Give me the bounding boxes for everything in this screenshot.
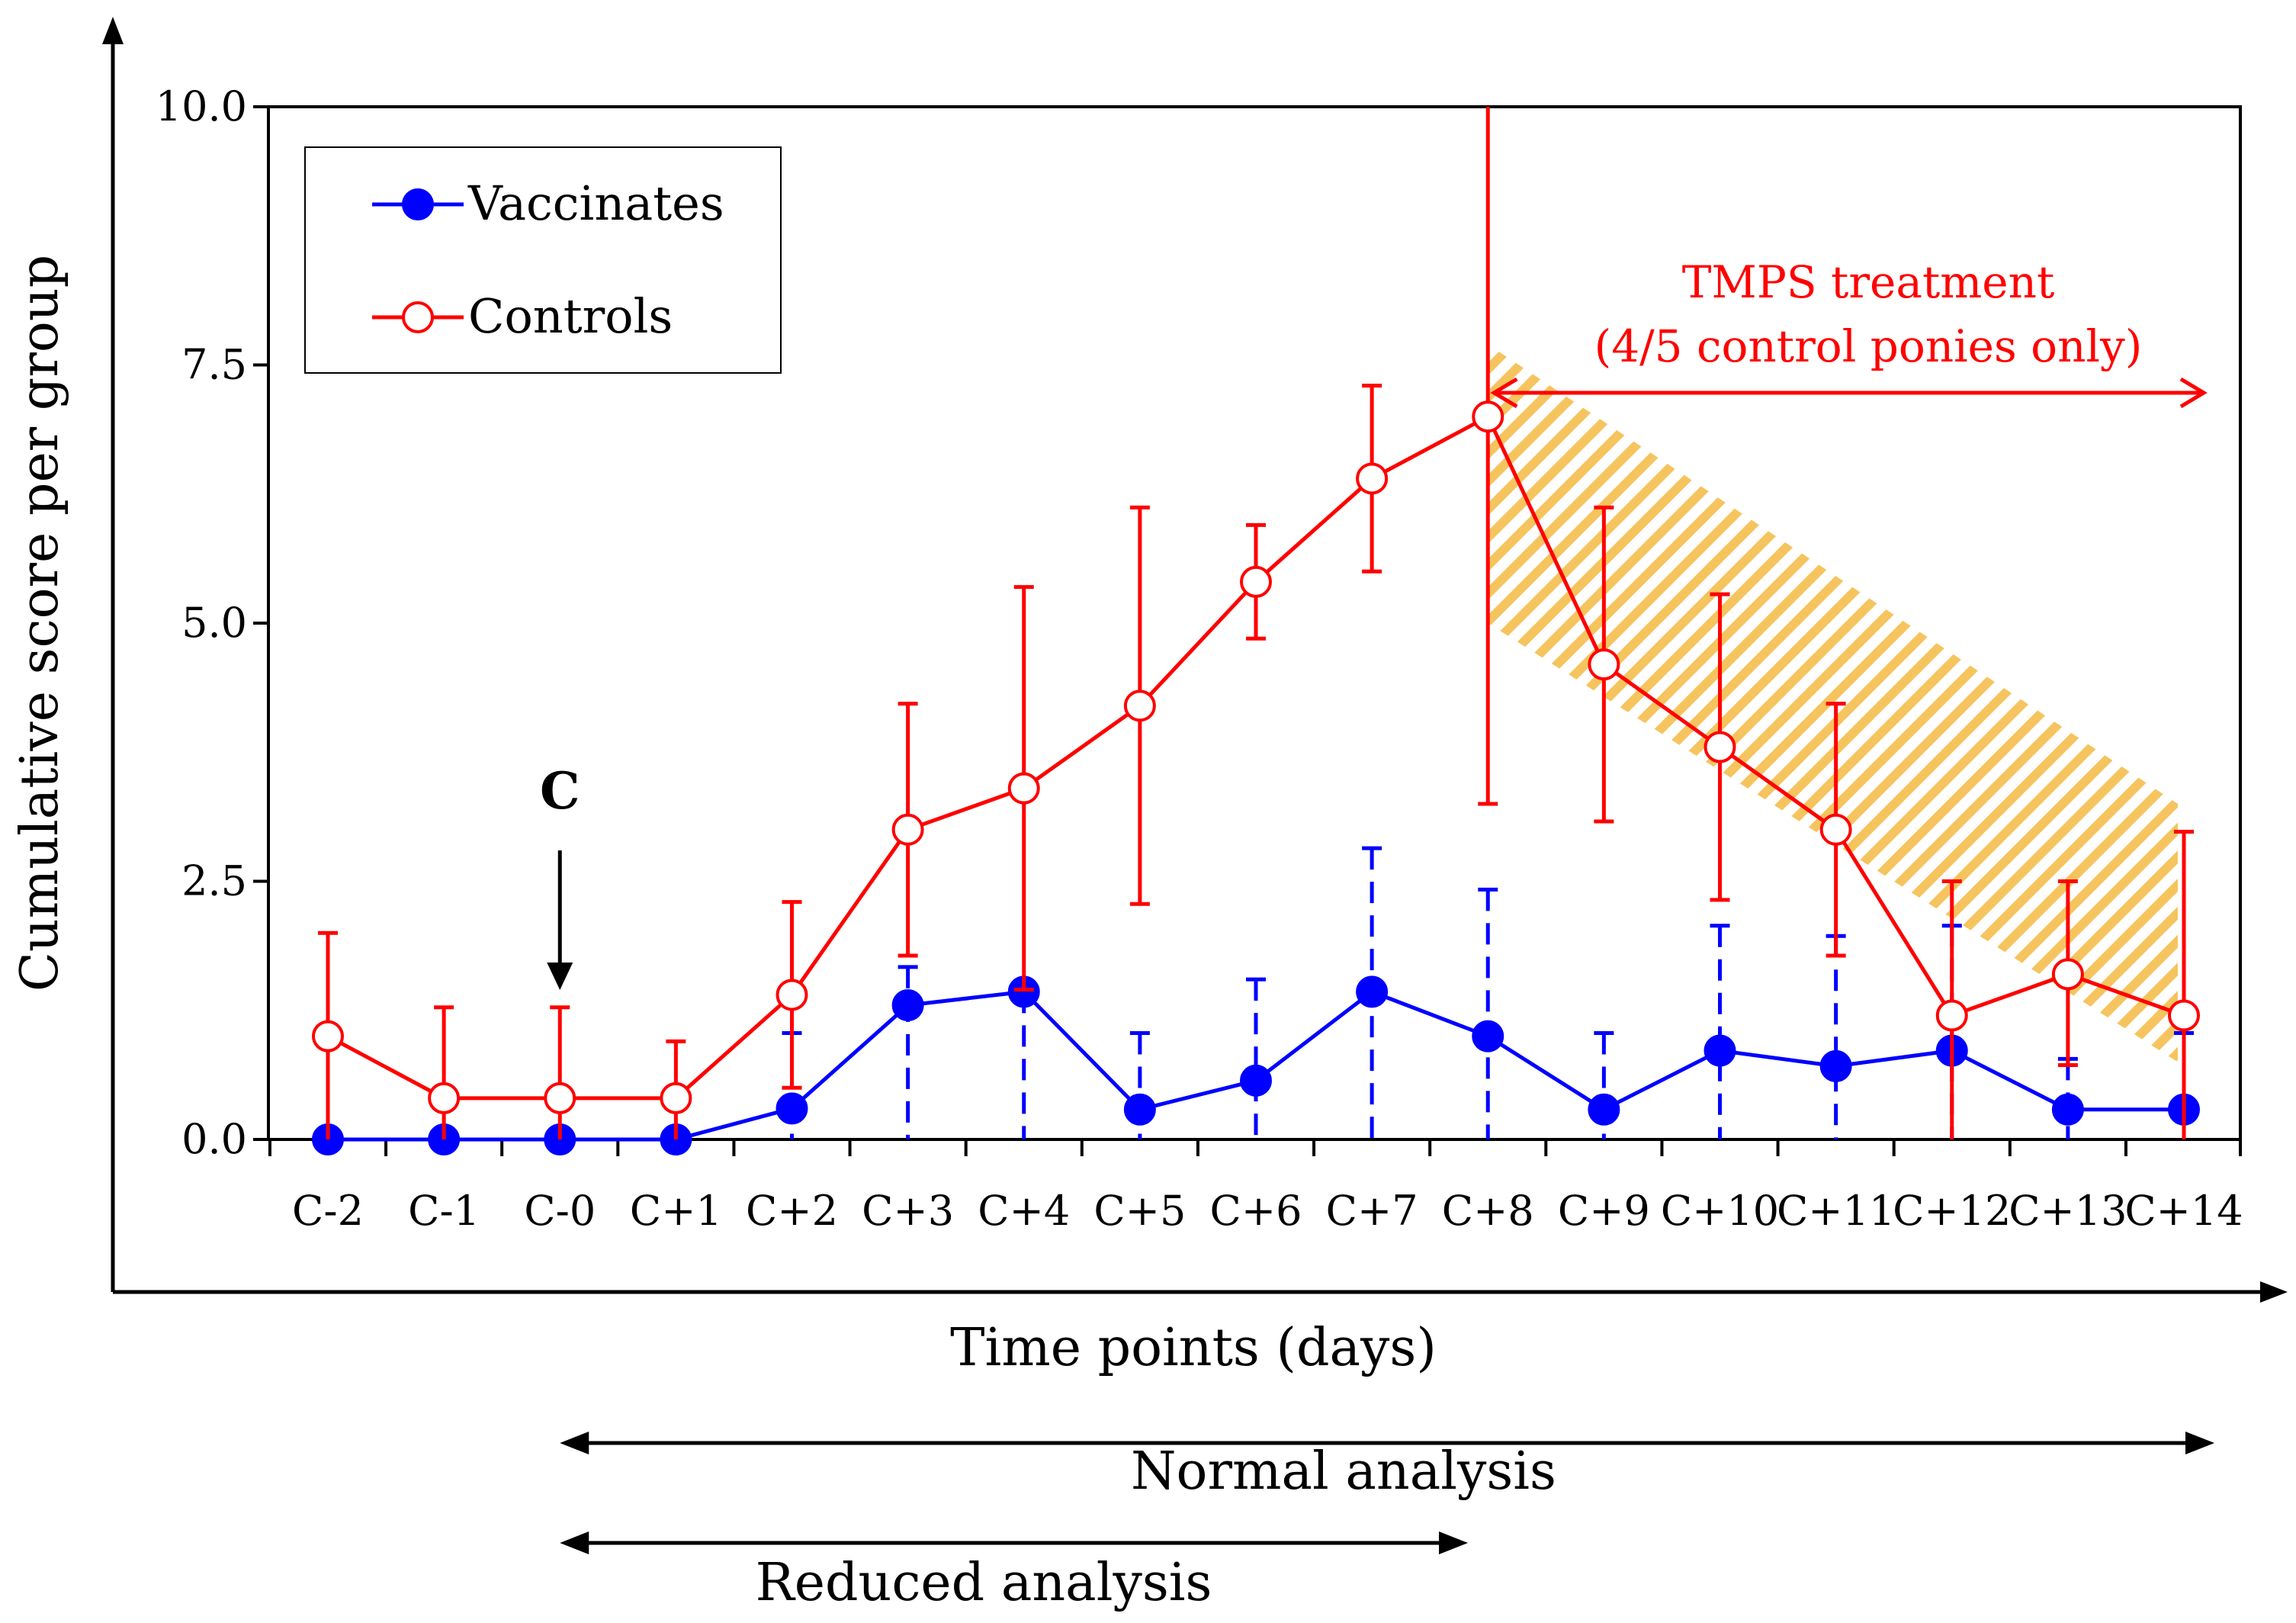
- vaccinates-point: [1704, 1034, 1736, 1067]
- challenge-arrow-head: [547, 963, 573, 990]
- x-tick-label: C+8: [1442, 1187, 1534, 1235]
- y-tick-label: 10.0: [156, 82, 247, 130]
- reduced-analysis-arrow-head-right: [1439, 1531, 1468, 1554]
- reduced-analysis-arrow-head-left: [560, 1531, 589, 1554]
- y-axis: 0.0 2.5 5.0 7.5 10.0: [156, 82, 268, 1163]
- x-tick-label: C+3: [862, 1187, 954, 1235]
- legend-box: [304, 146, 782, 374]
- x-tick-label: C-2: [292, 1187, 364, 1235]
- series-controls: [312, 107, 2200, 1139]
- x-tick-label: C+7: [1326, 1187, 1418, 1235]
- normal-analysis-range: Normal analysis: [560, 1432, 2214, 1502]
- treatment-arrow-head-right: [2179, 377, 2208, 409]
- vaccinates-point: [776, 1092, 808, 1125]
- x-axis-title: Time points (days): [950, 1318, 1437, 1378]
- y-tick-label: 2.5: [181, 857, 247, 905]
- y-tick-label: 0.0: [181, 1115, 247, 1163]
- controls-point: [1472, 400, 1504, 433]
- x-tick-label: C+10: [1661, 1187, 1779, 1235]
- x-tick-label: C+2: [746, 1187, 838, 1235]
- controls-point: [2051, 958, 2084, 991]
- controls-point: [660, 1081, 692, 1114]
- normal-analysis-label: Normal analysis: [1131, 1441, 1556, 1502]
- legend: Vaccinates Controls: [304, 146, 782, 374]
- challenge-label: C: [540, 761, 580, 821]
- legend-controls-label: Controls: [468, 288, 673, 344]
- controls-point: [1356, 462, 1389, 495]
- reduced-analysis-label: Reduced analysis: [756, 1553, 1212, 1613]
- x-tick-label: C-0: [524, 1187, 596, 1235]
- legend-controls-marker: [402, 301, 434, 333]
- x-tick-label: C+9: [1558, 1187, 1650, 1235]
- x-tick-label: C+4: [978, 1187, 1070, 1235]
- vaccinates-point: [891, 988, 924, 1021]
- series-layer: [312, 107, 2200, 1155]
- controls-point: [2168, 999, 2200, 1032]
- vaccinates-point: [1588, 1093, 1620, 1126]
- vaccinates-point: [2051, 1093, 2084, 1126]
- treatment-annotation: TMPS treatment (4/5 control ponies only): [1490, 256, 2208, 409]
- x-tick-label: C+11: [1777, 1187, 1895, 1235]
- controls-point: [776, 979, 808, 1011]
- controls-point: [1240, 565, 1272, 598]
- treatment-arrow-head-left: [1490, 377, 1518, 409]
- treatment-label: TMPS treatment: [1682, 256, 2055, 308]
- figure-frame: [102, 17, 2288, 1303]
- controls-point: [891, 813, 924, 846]
- vaccinates-point: [1356, 975, 1389, 1008]
- vaccinates-point: [1240, 1064, 1272, 1097]
- x-tick-label: C+12: [1893, 1187, 2011, 1235]
- vaccinates-point: [1123, 1093, 1156, 1126]
- x-tick-label: C+6: [1210, 1187, 1302, 1235]
- x-tick-label: C+5: [1093, 1187, 1186, 1235]
- vaccinates-point: [1472, 1020, 1504, 1053]
- controls-point: [1704, 731, 1736, 763]
- y-tick-label: 7.5: [181, 341, 247, 389]
- controls-point: [1935, 999, 1968, 1032]
- x-tick-label: C+1: [630, 1187, 722, 1235]
- x-axis: C-2 C-1 C-0 C+1 C+2 C+3 C+4 C+5 C+6 C+7 C+8 C+9 C+10…: [268, 1139, 2243, 1235]
- y-tick-label: 5.0: [181, 599, 247, 647]
- treatment-sublabel: (4/5 control ponies only): [1594, 320, 2143, 372]
- controls-point: [1123, 689, 1156, 722]
- normal-analysis-arrow-head-left: [560, 1432, 589, 1454]
- x-tick-label: C+14: [2124, 1187, 2243, 1235]
- controls-point: [1588, 648, 1620, 681]
- legend-vaccinates-label: Vaccinates: [467, 175, 724, 231]
- x-tick-label: C-1: [408, 1187, 480, 1235]
- challenge-annotation: C: [540, 761, 580, 990]
- reduced-analysis-range: Reduced analysis: [560, 1531, 1468, 1613]
- controls-point: [544, 1081, 576, 1114]
- normal-analysis-arrow-head-right: [2185, 1432, 2214, 1454]
- controls-point: [428, 1081, 461, 1114]
- controls-point: [1819, 813, 1852, 846]
- controls-point: [1007, 772, 1040, 805]
- legend-vaccinates-marker: [402, 188, 434, 220]
- vaccinates-point: [1819, 1049, 1852, 1082]
- controls-point: [312, 1020, 344, 1053]
- x-tick-label: C+13: [2009, 1187, 2127, 1235]
- y-axis-title: Cumulative score per group: [10, 255, 70, 991]
